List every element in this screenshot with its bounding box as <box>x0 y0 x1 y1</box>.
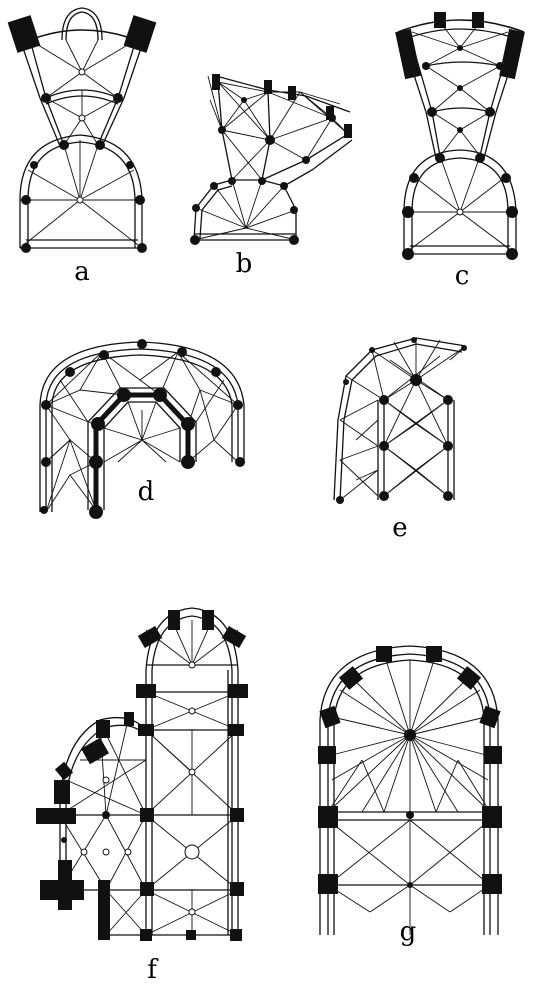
label-c: c <box>455 261 470 291</box>
label-g: g <box>400 917 417 947</box>
label-d: d <box>138 477 155 507</box>
plan-b: b <box>190 74 353 279</box>
label-b: b <box>236 249 253 279</box>
plan-d: d <box>39 339 245 519</box>
plan-a: a <box>7 7 157 287</box>
plan-f: f <box>36 607 248 985</box>
plan-e: e <box>333 337 467 543</box>
plan-g: g <box>318 645 502 947</box>
plan-c: c <box>395 12 525 291</box>
label-f: f <box>147 955 159 985</box>
label-a: a <box>74 257 90 287</box>
label-e: e <box>392 513 407 543</box>
